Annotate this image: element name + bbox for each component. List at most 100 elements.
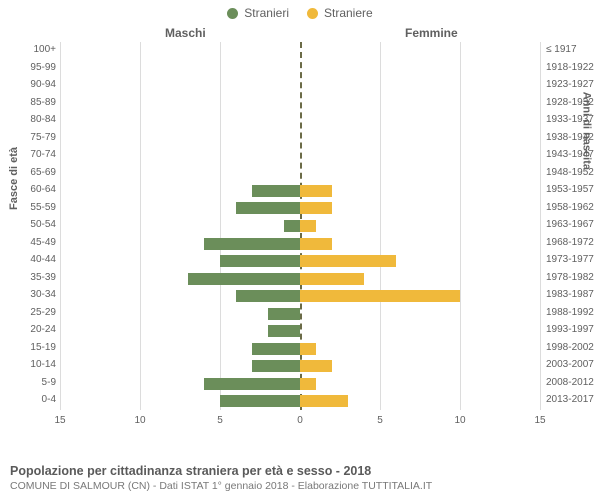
bar-male: [188, 273, 300, 285]
age-label: 90-94: [2, 79, 56, 90]
bar-female: [300, 395, 348, 407]
x-tick-label: 10: [130, 415, 150, 426]
age-label: 55-59: [2, 202, 56, 213]
x-tick-label: 0: [290, 415, 310, 426]
pyramid-row: [60, 77, 540, 95]
bar-male: [220, 255, 300, 267]
age-label: 15-19: [2, 342, 56, 353]
pyramid-row: [60, 357, 540, 375]
chart-footer: Popolazione per cittadinanza straniera p…: [10, 464, 432, 492]
bar-male: [268, 325, 300, 337]
year-label: 1923-1927: [546, 79, 600, 90]
year-label: 2013-2017: [546, 394, 600, 405]
legend: Stranieri Straniere: [0, 0, 600, 20]
age-label: 5-9: [2, 377, 56, 388]
age-label: 0-4: [2, 394, 56, 405]
bar-male: [220, 395, 300, 407]
bar-female: [300, 185, 332, 197]
year-label: 1963-1967: [546, 219, 600, 230]
chart-source: COMUNE DI SALMOUR (CN) - Dati ISTAT 1° g…: [10, 480, 432, 492]
pyramid-row: [60, 305, 540, 323]
year-label: 1973-1977: [546, 254, 600, 265]
year-label: 1983-1987: [546, 289, 600, 300]
plot-area: 15105051015: [60, 42, 540, 432]
bar-female: [300, 202, 332, 214]
bar-male: [252, 343, 300, 355]
bar-male: [284, 220, 300, 232]
year-label: 1988-1992: [546, 307, 600, 318]
bar-female: [300, 360, 332, 372]
x-tick-label: 10: [450, 415, 470, 426]
year-label: 1958-1962: [546, 202, 600, 213]
bar-male: [252, 185, 300, 197]
year-label: ≤ 1917: [546, 44, 600, 55]
year-label: 2003-2007: [546, 359, 600, 370]
pyramid-row: [60, 112, 540, 130]
bar-female: [300, 220, 316, 232]
age-label: 45-49: [2, 237, 56, 248]
pyramid-row: [60, 392, 540, 410]
x-tick-label: 5: [210, 415, 230, 426]
legend-item-female: Straniere: [307, 6, 373, 20]
age-label: 20-24: [2, 324, 56, 335]
year-label: 1918-1922: [546, 62, 600, 73]
pyramid-row: [60, 340, 540, 358]
year-label: 2008-2012: [546, 377, 600, 388]
legend-swatch-female: [307, 8, 318, 19]
bar-male: [204, 238, 300, 250]
age-label: 75-79: [2, 132, 56, 143]
legend-swatch-male: [227, 8, 238, 19]
pyramid-row: [60, 252, 540, 270]
age-label: 25-29: [2, 307, 56, 318]
age-label: 100+: [2, 44, 56, 55]
legend-label-female: Straniere: [324, 6, 373, 20]
age-label: 85-89: [2, 97, 56, 108]
year-label: 1933-1937: [546, 114, 600, 125]
age-label: 35-39: [2, 272, 56, 283]
bar-male: [236, 202, 300, 214]
pyramid-row: [60, 182, 540, 200]
pyramid-row: [60, 200, 540, 218]
bar-female: [300, 290, 460, 302]
age-label: 60-64: [2, 184, 56, 195]
bar-male: [204, 378, 300, 390]
pyramid-row: [60, 270, 540, 288]
year-label: 1953-1957: [546, 184, 600, 195]
year-label: 1998-2002: [546, 342, 600, 353]
age-label: 10-14: [2, 359, 56, 370]
pyramid-row: [60, 42, 540, 60]
year-label: 1943-1947: [546, 149, 600, 160]
x-tick-label: 15: [530, 415, 550, 426]
age-label: 80-84: [2, 114, 56, 125]
pyramid-row: [60, 322, 540, 340]
age-label: 50-54: [2, 219, 56, 230]
bar-female: [300, 255, 396, 267]
year-label: 1938-1942: [546, 132, 600, 143]
age-label: 40-44: [2, 254, 56, 265]
year-label: 1993-1997: [546, 324, 600, 335]
x-tick-label: 5: [370, 415, 390, 426]
legend-item-male: Stranieri: [227, 6, 289, 20]
header-male: Maschi: [165, 26, 206, 40]
bar-female: [300, 343, 316, 355]
bar-female: [300, 273, 364, 285]
pyramid-row: [60, 130, 540, 148]
pyramid-row: [60, 287, 540, 305]
bar-female: [300, 238, 332, 250]
pyramid-row: [60, 217, 540, 235]
pyramid-row: [60, 60, 540, 78]
year-label: 1978-1982: [546, 272, 600, 283]
gridline: [540, 42, 541, 410]
x-tick-label: 15: [50, 415, 70, 426]
bar-male: [268, 308, 300, 320]
age-label: 95-99: [2, 62, 56, 73]
pyramid-row: [60, 375, 540, 393]
year-label: 1968-1972: [546, 237, 600, 248]
bar-male: [236, 290, 300, 302]
bar-female: [300, 378, 316, 390]
pyramid-row: [60, 165, 540, 183]
age-label: 65-69: [2, 167, 56, 178]
chart-title: Popolazione per cittadinanza straniera p…: [10, 464, 432, 478]
pyramid-row: [60, 95, 540, 113]
age-label: 30-34: [2, 289, 56, 300]
